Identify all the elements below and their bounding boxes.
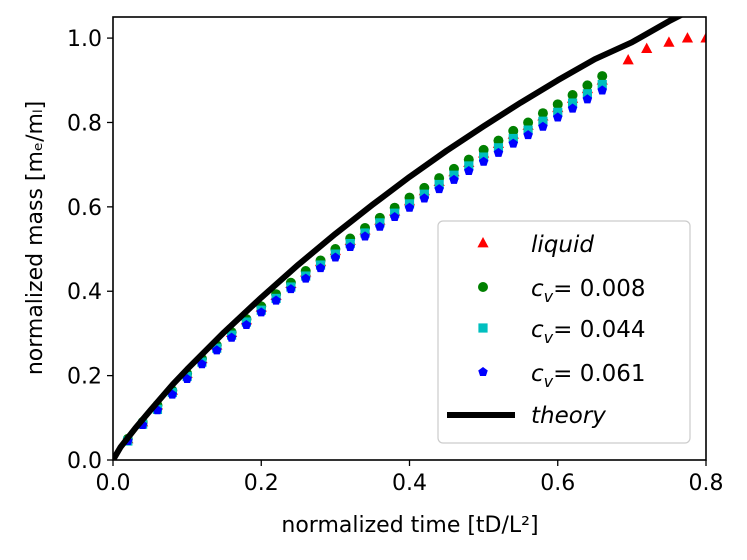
x-tick-label: 0.2: [244, 471, 279, 496]
data-point: [681, 32, 694, 43]
data-point: [508, 125, 519, 136]
data-point: [315, 263, 326, 273]
legend-frame: [437, 220, 691, 444]
data-point: [478, 156, 489, 166]
data-point: [271, 295, 281, 305]
data-point: [389, 211, 400, 222]
legend-marker: [478, 367, 488, 377]
legend-label: theory: [531, 403, 606, 429]
data-point: [641, 42, 653, 54]
y-tick-label: 0.0: [67, 449, 102, 474]
series-cv-0_061: [123, 85, 607, 446]
y-axis: 0.0 0.2 0.4 0.6 0.8 1.0: [67, 27, 113, 474]
data-point: [508, 138, 519, 148]
data-point: [582, 89, 592, 99]
y-tick-label: 0.2: [67, 365, 102, 390]
data-point: [582, 80, 593, 91]
data-point: [567, 98, 578, 108]
legend-label: liquid: [531, 232, 594, 258]
y-tick-label: 0.6: [67, 196, 102, 221]
data-point: [300, 273, 311, 283]
y-tick-label: 0.4: [67, 280, 102, 305]
data-point: [597, 85, 607, 95]
data-point: [464, 161, 474, 171]
data-point: [493, 135, 504, 146]
x-tick-label: 0.4: [392, 471, 427, 496]
data-point: [622, 54, 634, 65]
y-tick-label: 0.8: [67, 111, 102, 136]
data-point: [582, 94, 593, 104]
data-point: [197, 359, 207, 369]
legend: liquid cv= 0.008 cv= 0.044 cv= 0.061 theory: [437, 220, 691, 444]
x-tick-label: 0.0: [96, 471, 131, 496]
data-point: [552, 112, 563, 122]
data-point: [523, 125, 533, 135]
data-point: [256, 307, 267, 317]
data-point: [478, 144, 489, 155]
data-point: [360, 231, 370, 241]
marker-layer: [122, 32, 706, 446]
data-point: [419, 193, 430, 203]
data-point: [493, 147, 504, 157]
data-point: [567, 90, 578, 101]
x-tick-label: 0.6: [540, 471, 575, 496]
legend-label: cv= 0.044: [531, 317, 646, 347]
data-point: [212, 345, 222, 355]
data-point: [537, 108, 548, 119]
y-axis-label: normalized mass [mₑ/mₗ]: [23, 101, 48, 375]
legend-marker: [478, 323, 488, 333]
data-point: [182, 373, 192, 384]
legend-marker: [478, 282, 488, 292]
data-point: [226, 332, 237, 342]
data-point: [493, 143, 504, 153]
y-tick-label: 1.0: [67, 27, 102, 52]
theory-layer: [113, 17, 684, 460]
data-point: [553, 107, 563, 117]
data-point: [567, 103, 578, 113]
legend-marker: [477, 237, 489, 248]
data-point: [508, 133, 518, 144]
data-point: [538, 116, 548, 126]
data-point: [700, 32, 706, 43]
x-axis-label: normalized time [tD/L²]: [281, 513, 538, 538]
data-point: [345, 241, 355, 251]
data-point: [449, 174, 459, 184]
x-axis: 0.0 0.2 0.4 0.6 0.8: [96, 460, 724, 496]
data-point: [375, 221, 385, 231]
data-point: [241, 319, 252, 330]
data-point: [464, 166, 474, 176]
legend-label: cv= 0.061: [531, 361, 646, 391]
x-tick-label: 0.8: [689, 471, 724, 496]
data-point: [434, 184, 444, 194]
data-point: [597, 71, 608, 82]
theory-line: [113, 17, 684, 460]
data-point: [538, 121, 548, 131]
legend-label: cv= 0.008: [531, 276, 646, 306]
data-point: [523, 117, 534, 128]
data-point: [286, 284, 296, 294]
data-point: [597, 79, 607, 90]
data-point: [330, 252, 341, 262]
data-point: [523, 130, 533, 140]
data-point: [404, 202, 415, 212]
data-point: [552, 99, 563, 110]
data-point: [663, 36, 675, 47]
